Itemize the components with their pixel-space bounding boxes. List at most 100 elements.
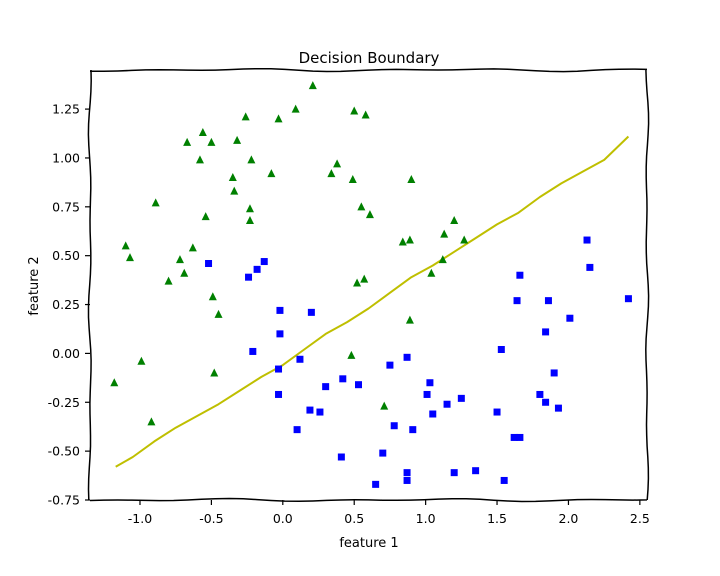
y-tick-label: 1.00 <box>52 150 80 165</box>
triangle-point <box>147 417 156 426</box>
triangle-point <box>188 243 197 252</box>
square-point <box>275 365 283 373</box>
triangle-point <box>175 255 184 264</box>
triangle-point <box>207 137 216 146</box>
x-tick-label: 2.0 <box>559 511 579 526</box>
triangle-point <box>427 268 436 277</box>
triangle-point <box>125 253 134 262</box>
x-tick-label: 1.0 <box>416 511 436 526</box>
square-point <box>355 381 363 389</box>
triangle-point <box>361 110 370 119</box>
square-point <box>276 306 284 314</box>
square-point <box>245 273 253 281</box>
square-point <box>586 263 594 271</box>
square-point <box>390 422 398 430</box>
square-point <box>516 271 524 279</box>
triangle-point <box>247 155 256 164</box>
y-tick-label: -0.75 <box>48 493 80 508</box>
square-point <box>409 426 417 434</box>
y-tick-label: 0.00 <box>52 346 80 361</box>
square-point <box>249 347 257 355</box>
square-point <box>293 426 301 434</box>
x-tick-label: 1.5 <box>487 511 507 526</box>
triangle-point <box>183 137 192 146</box>
triangle-point <box>398 237 407 246</box>
triangle-point <box>460 235 469 244</box>
triangle-point <box>110 378 119 387</box>
square-point <box>550 369 558 377</box>
triangle-point <box>274 114 283 123</box>
triangle-point <box>327 169 336 178</box>
triangle-point <box>241 112 250 121</box>
chart-title: Decision Boundary <box>299 49 440 67</box>
triangle-point <box>121 241 130 250</box>
triangle-point <box>308 81 317 90</box>
square-point <box>443 400 451 408</box>
square-point <box>472 467 480 475</box>
square-point <box>403 476 411 484</box>
square-point <box>624 295 632 303</box>
square-point <box>493 408 501 416</box>
triangle-point <box>348 174 357 183</box>
triangle-point <box>198 128 207 137</box>
square-point <box>423 390 431 398</box>
square-point <box>307 308 315 316</box>
y-tick-label: 0.25 <box>52 297 80 312</box>
triangle-point <box>214 309 223 318</box>
square-point <box>296 355 304 363</box>
x-tick-label: 0.0 <box>273 511 293 526</box>
triangle-point <box>380 401 389 410</box>
square-point <box>536 390 544 398</box>
square-point <box>429 410 437 418</box>
square-point <box>513 297 521 305</box>
triangle-point <box>291 104 300 113</box>
triangle-point <box>353 278 362 287</box>
square-point <box>339 375 347 383</box>
square-point <box>426 379 434 387</box>
square-point <box>372 480 380 488</box>
square-point <box>542 328 550 336</box>
square-point <box>457 394 465 402</box>
y-tick-label: -0.50 <box>48 444 80 459</box>
square-point <box>497 346 505 353</box>
triangle-point <box>245 204 254 213</box>
square-point <box>403 469 411 477</box>
triangle-point <box>164 276 173 285</box>
triangle-point <box>245 216 254 224</box>
x-axis-label: feature 1 <box>339 536 398 551</box>
triangle-point <box>347 350 356 359</box>
triangle-point <box>195 155 204 164</box>
triangle-point <box>365 210 374 219</box>
y-tick-label: 0.50 <box>52 248 80 263</box>
square-point <box>386 361 394 369</box>
square-point <box>583 236 591 244</box>
triangle-point <box>333 159 342 168</box>
boundary-layer <box>115 135 630 468</box>
triangle-point <box>230 186 239 195</box>
square-point <box>276 330 284 338</box>
triangle-point <box>201 212 210 221</box>
axis-ticks: -1.0 -0.5 0.0 0.5 1.0 1.5 2.0 2.5 -0.75 -0.50 -0.2… <box>48 102 650 526</box>
triangle-point <box>233 135 242 144</box>
triangle-point <box>438 255 447 264</box>
square-point <box>542 398 550 406</box>
square-point <box>554 404 562 412</box>
y-axis-label: feature 2 <box>27 256 42 315</box>
square-point <box>253 265 261 273</box>
square-point <box>306 406 314 414</box>
square-point <box>450 469 458 477</box>
triangle-point <box>180 268 189 277</box>
triangle-point <box>405 235 414 244</box>
square-point <box>260 258 268 266</box>
square-point <box>510 433 518 441</box>
x-tick-label: 2.5 <box>630 511 650 526</box>
triangle-point <box>440 229 449 238</box>
square-point <box>275 390 283 398</box>
square-point <box>205 260 213 267</box>
triangle-point <box>360 274 369 283</box>
points-layer <box>110 81 632 488</box>
y-tick-label: 0.75 <box>52 199 80 214</box>
triangle-point <box>350 106 359 115</box>
triangle-point <box>405 315 414 324</box>
square-point <box>544 297 552 305</box>
